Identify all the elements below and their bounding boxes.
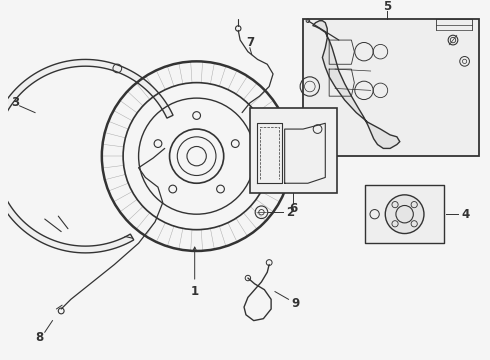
Text: 1: 1 [191,285,199,298]
Text: 6: 6 [289,202,297,215]
Text: 5: 5 [383,0,392,13]
Text: 3: 3 [11,96,19,109]
Circle shape [385,195,424,234]
Bar [250,108,337,193]
Text: 2: 2 [286,206,294,219]
Bar [303,19,479,156]
Polygon shape [313,21,400,148]
Bar [365,185,444,243]
Text: 9: 9 [291,297,299,310]
Text: 8: 8 [35,330,43,343]
Text: 7: 7 [246,36,254,49]
Polygon shape [0,59,173,253]
Text: 4: 4 [462,208,470,221]
